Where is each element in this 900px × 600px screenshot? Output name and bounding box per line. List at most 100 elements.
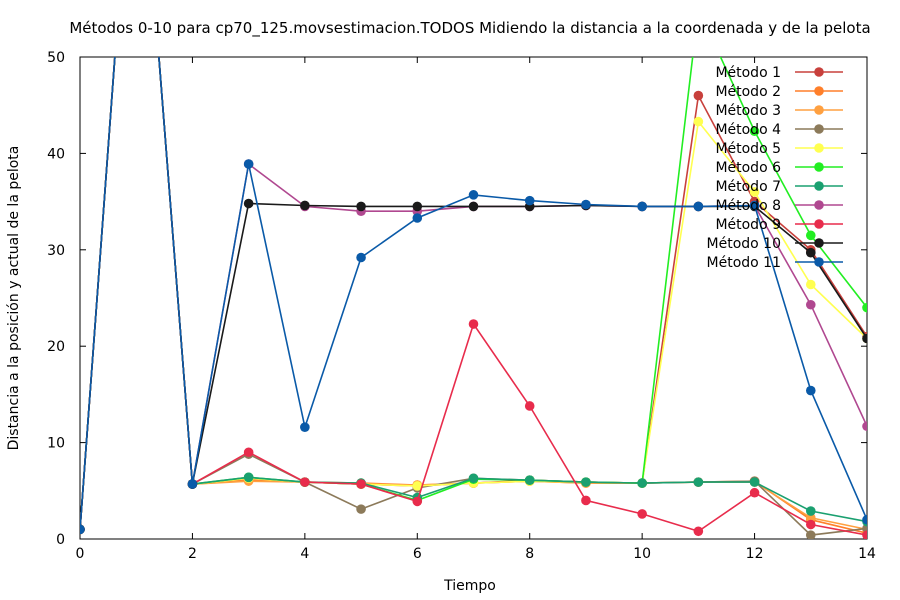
y-axis-label: Distancia a la posición y actual de la p…	[6, 146, 22, 451]
data-point	[749, 487, 760, 498]
x-axis-label: Tiempo	[443, 578, 496, 594]
legend-marker	[814, 257, 824, 267]
legend-marker	[814, 143, 824, 153]
x-tick-label: 6	[413, 546, 422, 562]
legend-item: Método 1	[715, 65, 843, 81]
data-point	[243, 472, 254, 483]
legend-item: Método 3	[715, 103, 843, 119]
data-point	[243, 159, 254, 169]
legend-item: Método 7	[715, 179, 843, 195]
legend-marker	[814, 67, 824, 77]
y-tick-label: 50	[47, 50, 65, 66]
data-point	[581, 477, 591, 487]
data-point	[468, 473, 479, 484]
x-tick-label: 14	[858, 546, 876, 562]
data-point	[300, 200, 310, 211]
data-point	[468, 319, 479, 329]
series-9	[80, 57, 867, 539]
data-point	[862, 333, 867, 344]
data-point	[862, 421, 867, 432]
legend-label: Método 1	[715, 65, 781, 81]
legend-item: Método 5	[715, 141, 843, 157]
data-point	[412, 213, 423, 223]
x-tick-label: 2	[188, 546, 197, 562]
data-point	[524, 475, 535, 485]
legend-marker	[814, 124, 824, 134]
data-point	[637, 201, 647, 212]
y-tick-label: 30	[47, 243, 65, 259]
y-tick-label: 10	[47, 436, 65, 452]
x-tick-label: 8	[525, 546, 534, 562]
legend-marker	[814, 105, 824, 115]
data-point	[243, 198, 254, 209]
legend-marker	[814, 86, 824, 96]
chart-title: Métodos 0-10 para cp70_125.movsestimacio…	[69, 19, 870, 38]
legend-item: Método 11	[707, 255, 843, 271]
data-point	[805, 385, 816, 396]
legend-item: Método 6	[715, 160, 843, 176]
legend-item: Método 4	[715, 122, 843, 138]
data-point	[805, 506, 816, 516]
data-point	[693, 526, 704, 537]
data-point	[637, 478, 647, 488]
legend-item: Método 8	[715, 198, 843, 214]
data-point	[637, 509, 647, 519]
data-point	[412, 481, 423, 491]
plot-frame	[79, 56, 868, 540]
axis-ticks: 0 2 4 6 8 10 12 14 0 10 20 30 40 50	[47, 50, 876, 562]
data-point	[468, 201, 479, 212]
data-point	[356, 479, 366, 489]
data-point	[581, 199, 591, 210]
y-tick-label: 0	[56, 532, 65, 548]
x-tick-label: 12	[746, 546, 764, 562]
data-point	[805, 530, 816, 539]
legend-marker	[814, 162, 824, 172]
data-point	[300, 477, 310, 487]
data-point	[243, 447, 254, 458]
data-point	[805, 247, 816, 258]
data-point	[749, 187, 760, 197]
data-point	[749, 200, 760, 211]
data-point	[749, 126, 760, 137]
data-point	[524, 401, 535, 411]
data-point	[862, 514, 867, 525]
y-tick-label: 20	[47, 339, 65, 355]
x-tick-label: 4	[300, 546, 309, 562]
data-point	[862, 302, 867, 313]
legend-marker	[814, 238, 824, 248]
legend-label: Método 8	[715, 198, 781, 214]
y-tick-label: 40	[47, 146, 65, 162]
data-point	[805, 512, 816, 523]
data-point	[749, 477, 760, 487]
legend-label: Método 3	[715, 103, 781, 119]
data-point	[693, 90, 704, 101]
legend: Método 1 Método 2 Método 3 Método 4 Método 5…	[707, 65, 843, 271]
legend-item: Método 2	[715, 84, 843, 100]
data-point	[80, 524, 85, 535]
data-point	[356, 201, 366, 212]
legend-label: Método 2	[715, 84, 781, 100]
data-point	[805, 279, 816, 290]
data-point	[805, 299, 816, 310]
x-tick-label: 0	[76, 546, 85, 562]
data-point	[805, 519, 816, 530]
data-point	[581, 495, 591, 506]
legend-marker	[814, 219, 824, 229]
legend-marker	[814, 181, 824, 191]
x-tick-label: 10	[633, 546, 651, 562]
legend-label: Método 9	[715, 217, 781, 233]
data-point	[862, 530, 867, 539]
legend-item: Método 9	[715, 217, 843, 233]
legend-marker	[814, 200, 824, 210]
data-point	[693, 201, 704, 212]
series-11	[80, 57, 867, 535]
legend-label: Método 4	[715, 122, 781, 138]
legend-label: Método 6	[715, 160, 781, 176]
legend-label: Método 5	[715, 141, 781, 157]
data-point	[300, 422, 310, 432]
data-point	[356, 504, 366, 514]
legend-label: Método 10	[707, 236, 781, 252]
data-point	[805, 230, 816, 241]
data-point	[356, 252, 366, 263]
